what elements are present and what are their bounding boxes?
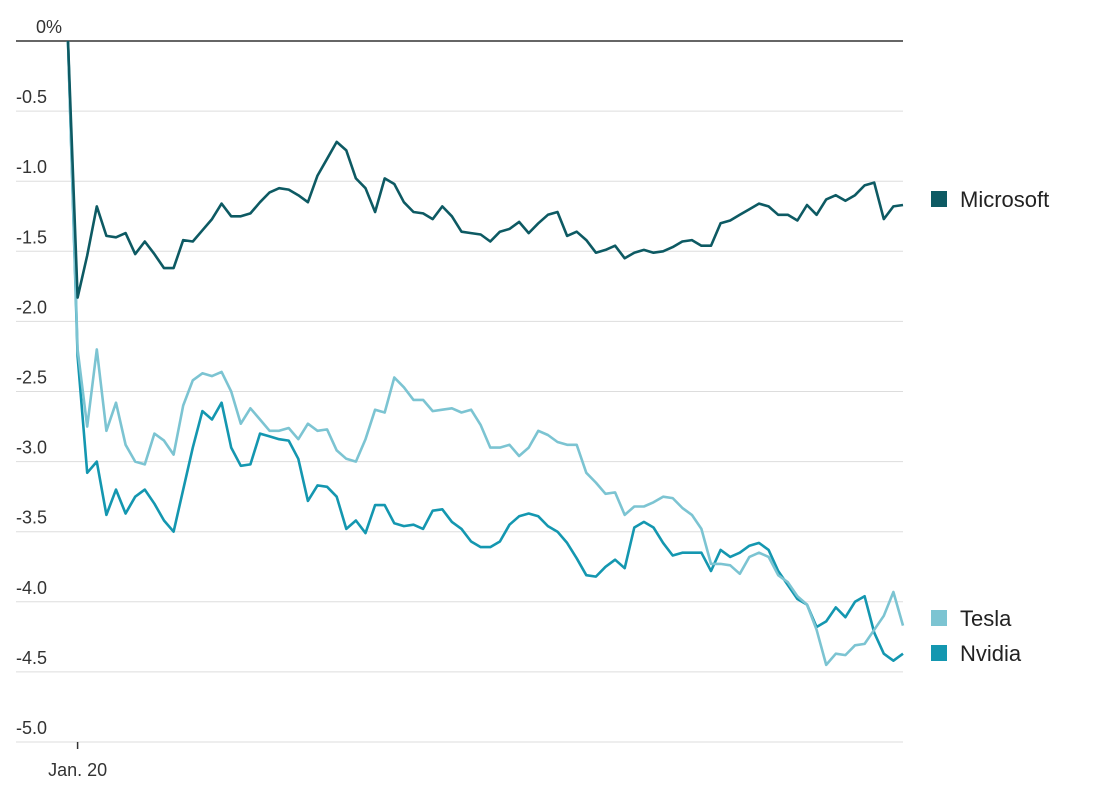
- legend-swatch: [931, 645, 947, 661]
- y-tick-label: -0.5: [16, 87, 47, 107]
- legend-label: Tesla: [960, 606, 1012, 631]
- legend-label: Nvidia: [960, 641, 1022, 666]
- y-tick-label: -3.0: [16, 438, 47, 458]
- legend-swatch: [931, 610, 947, 626]
- y-tick-label: -5.0: [16, 718, 47, 738]
- series-line: [66, 40, 905, 667]
- y-tick-label: -4.0: [16, 578, 47, 598]
- y-tick-label: -3.5: [16, 508, 47, 528]
- series-line: [66, 40, 904, 662]
- y-tick-label: -2.0: [16, 297, 47, 317]
- legend-label: Microsoft: [960, 187, 1049, 212]
- y-tick-label: -4.5: [16, 648, 47, 668]
- y-tick-label: -1.5: [16, 227, 47, 247]
- y-tick-label: -1.0: [16, 157, 47, 177]
- series-line: [66, 40, 904, 299]
- y-tick-label: 0%: [36, 17, 62, 37]
- x-tick-label: Jan. 20: [48, 760, 107, 780]
- y-tick-label: -2.5: [16, 368, 47, 388]
- legend-swatch: [931, 191, 947, 207]
